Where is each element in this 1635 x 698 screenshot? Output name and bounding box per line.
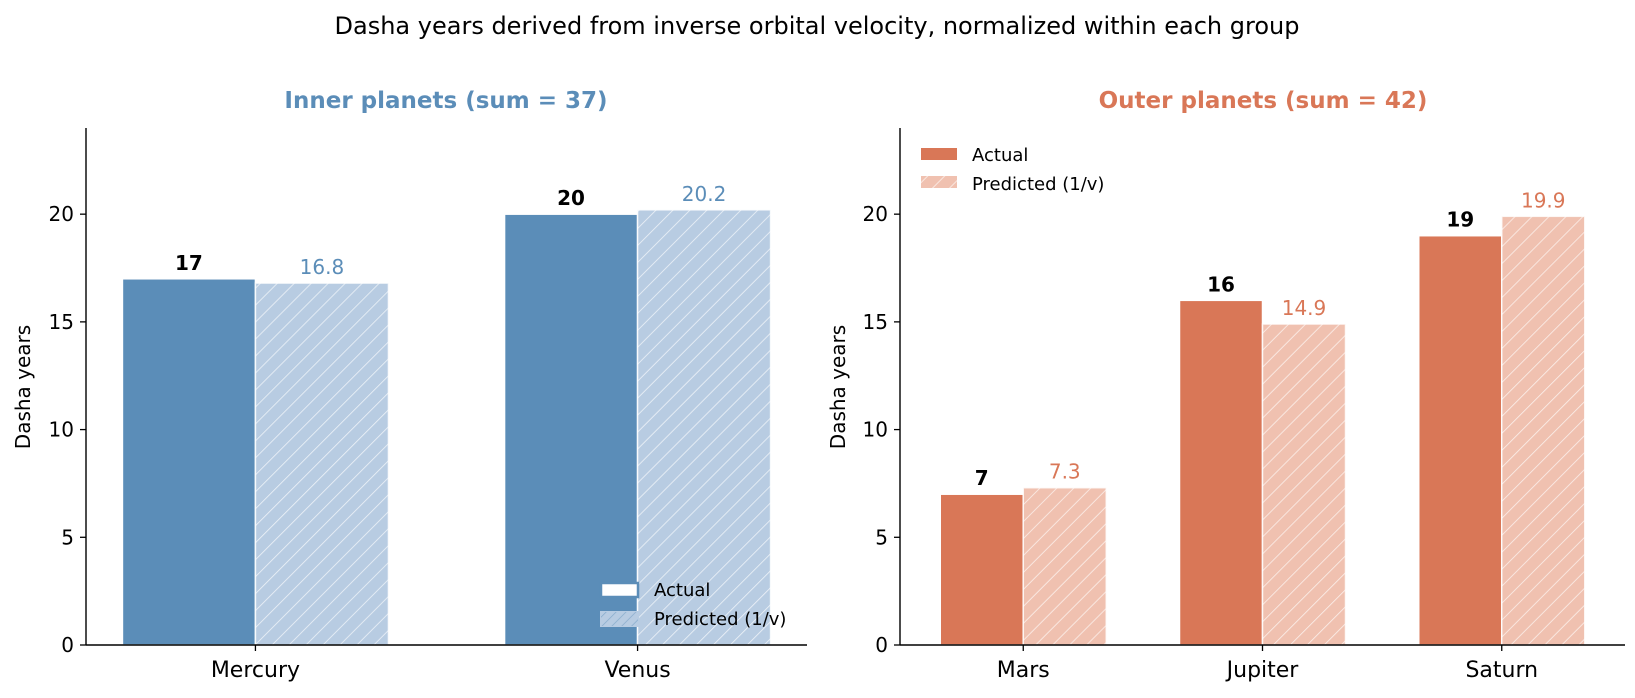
inner-y-axis-label: Dasha years xyxy=(11,325,35,449)
legend-label-predicted: Predicted (1/v) xyxy=(654,609,786,630)
y-tick-label: 0 xyxy=(61,633,74,657)
x-tick-label-mercury: Mercury xyxy=(211,658,300,683)
outer-y-axis-label: Dasha years xyxy=(826,325,850,449)
legend-label-actual: Actual xyxy=(972,145,1028,166)
value-label-predicted-saturn: 19.9 xyxy=(1521,188,1566,212)
value-label-actual-jupiter: 16 xyxy=(1207,272,1235,296)
value-label-predicted-jupiter: 14.9 xyxy=(1282,296,1327,320)
y-tick-label: 20 xyxy=(49,202,74,226)
bar-actual-jupiter xyxy=(1178,299,1264,646)
x-tick-label-venus: Venus xyxy=(604,658,670,683)
bar-actual-mars xyxy=(939,493,1024,646)
bar-predicted-hatch-venus xyxy=(637,209,771,645)
bar-predicted-hatch-mars xyxy=(1023,487,1107,645)
outer-chart-title: Outer planets (sum = 42) xyxy=(1099,88,1428,114)
legend-swatch-actual xyxy=(921,148,957,160)
value-label-actual-venus: 20 xyxy=(557,186,585,210)
inner-axes: Mercury Venus 0 5 10 15 20 xyxy=(49,128,807,683)
y-tick-label: 20 xyxy=(863,202,888,226)
outer-planets-chart: Outer planets (sum = 42) Dasha years 7 7.… xyxy=(826,88,1625,683)
bar-actual-venus xyxy=(503,213,639,646)
x-tick-label-mars: Mars xyxy=(997,658,1050,683)
bar-predicted-hatch-saturn xyxy=(1501,216,1585,645)
inner-bars: 17 16.8 20 20.2 xyxy=(121,182,772,646)
legend-swatch-actual xyxy=(599,581,640,599)
bar-actual-saturn xyxy=(1418,234,1503,646)
bar-predicted-hatch-mercury xyxy=(255,283,389,645)
value-label-predicted-mars: 7.3 xyxy=(1049,460,1081,484)
y-tick-label: 5 xyxy=(875,525,888,549)
figure-title: Dasha years derived from inverse orbital… xyxy=(335,12,1300,40)
y-tick-label: 5 xyxy=(61,525,74,549)
outer-legend: Actual Predicted (1/v) xyxy=(921,145,1104,195)
value-label-predicted-mercury: 16.8 xyxy=(300,255,345,279)
bar-actual-mercury xyxy=(121,278,257,646)
y-tick-label: 10 xyxy=(863,418,888,442)
value-label-actual-saturn: 19 xyxy=(1446,208,1474,232)
bar-predicted-hatch-jupiter xyxy=(1262,324,1346,645)
value-label-actual-mars: 7 xyxy=(975,466,989,490)
inner-legend: Actual Predicted (1/v) xyxy=(599,580,786,630)
inner-chart-title: Inner planets (sum = 37) xyxy=(284,88,607,114)
outer-bars: 7 7.3 16 14.9 19 19.9 xyxy=(939,188,1586,646)
inner-planets-chart: Inner planets (sum = 37) Dasha years 17 1… xyxy=(11,88,807,683)
legend-label-actual: Actual xyxy=(654,580,710,601)
outer-axes: Mars Jupiter Saturn 0 5 10 15 20 xyxy=(863,128,1625,683)
value-label-predicted-venus: 20.2 xyxy=(682,182,727,206)
y-tick-label: 15 xyxy=(863,310,888,334)
y-tick-label: 0 xyxy=(875,633,888,657)
x-tick-label-saturn: Saturn xyxy=(1465,658,1538,683)
y-tick-label: 10 xyxy=(49,418,74,442)
y-tick-label: 15 xyxy=(49,310,74,334)
x-tick-label-jupiter: Jupiter xyxy=(1225,658,1300,683)
legend-label-predicted: Predicted (1/v) xyxy=(972,174,1104,195)
value-label-actual-mercury: 17 xyxy=(175,251,203,275)
